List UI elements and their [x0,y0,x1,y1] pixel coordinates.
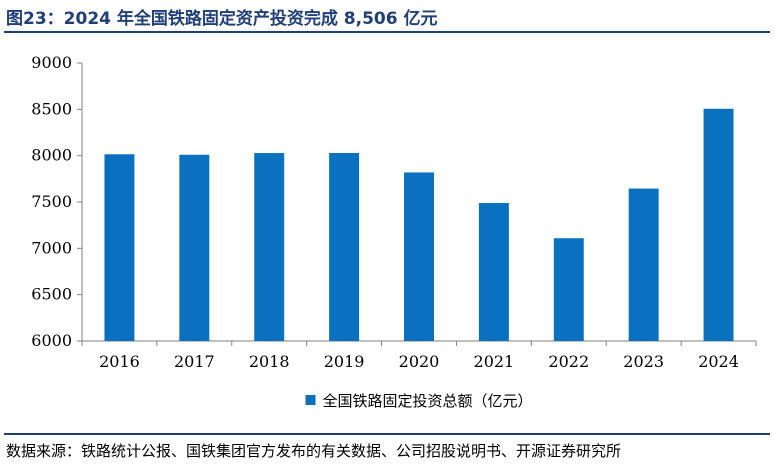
y-axis: 6000 6500 7000 7500 8000 8500 9000 [31,53,83,350]
x-tick-label: 2020 [399,352,440,371]
x-tick-label: 2023 [623,352,664,371]
x-tick-label: 2019 [324,352,365,371]
legend-label: 全国铁路固定投资总额（亿元） [322,392,532,410]
y-tick-label: 7000 [31,238,72,257]
bar [553,238,584,341]
source-divider [4,433,770,435]
bar [628,188,659,341]
title-divider [4,31,770,33]
y-tick-label: 9000 [31,53,72,72]
bars [104,108,734,341]
source-note: 数据来源：铁路统计公报、国铁集团官方发布的有关数据、公司招股说明书、开源证券研究… [6,442,622,460]
bar [254,153,285,341]
bar [404,172,434,341]
bar [329,152,360,341]
bar [478,203,509,341]
bar [703,108,734,341]
legend: 全国铁路固定投资总额（亿元） [305,392,533,410]
y-tick-label: 8500 [31,99,72,118]
x-tick-label: 2024 [698,352,739,371]
x-tick-label: 2017 [174,352,215,371]
x-tick-label: 2018 [249,352,290,371]
x-tick-label: 2016 [99,352,140,371]
y-tick-label: 8000 [31,146,72,165]
y-tick-label: 6500 [31,285,72,304]
chart-title: 图23：2024 年全国铁路固定资产投资完成 8,506 亿元 [6,9,438,29]
x-tick-label: 2021 [474,352,515,371]
x-axis: 2016 2017 2018 2019 2020 2021 2022 2023 2024 [81,340,757,371]
bar [179,154,210,341]
bar [104,154,135,341]
x-tick-label: 2022 [548,352,589,371]
legend-swatch [305,395,316,405]
y-tick-label: 6000 [31,331,72,350]
y-tick-label: 7500 [31,192,72,211]
